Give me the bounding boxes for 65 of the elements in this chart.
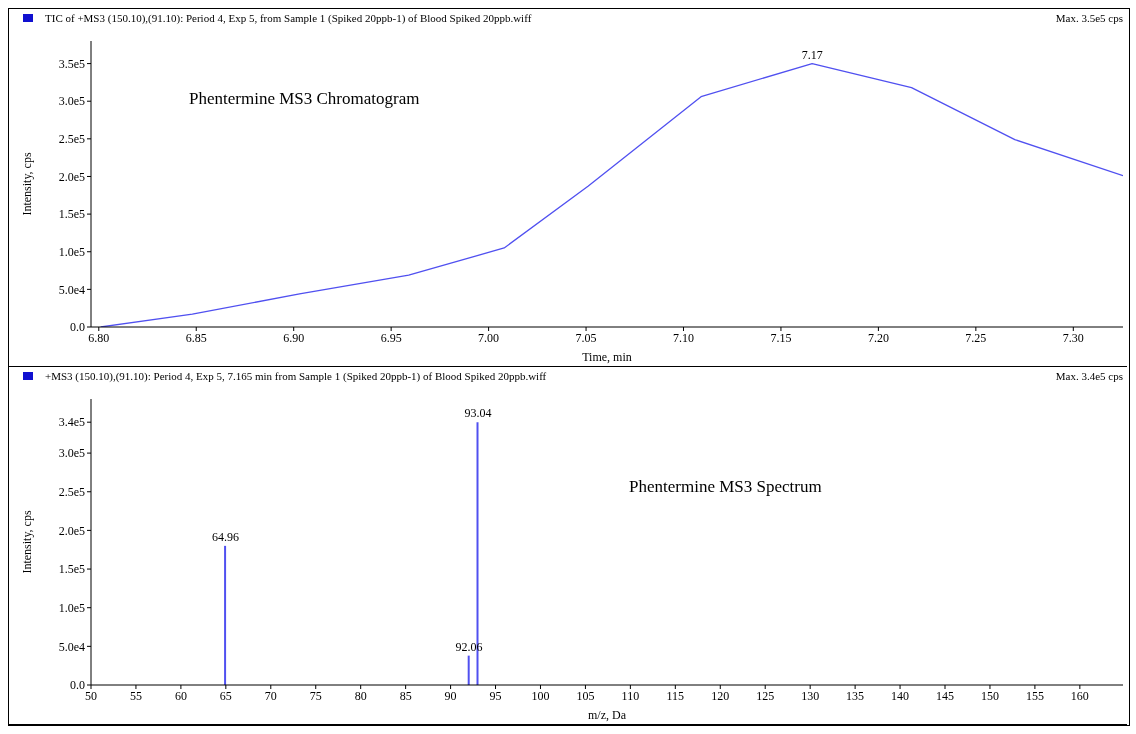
x-tick-label: 55: [129, 688, 142, 703]
x-tick-label: 125: [756, 688, 775, 703]
y-tick-label: 5.0e4: [58, 282, 85, 297]
x-tick-label: 6.95: [380, 330, 402, 345]
y-tick-label: 1.5e5: [58, 207, 85, 222]
x-tick-label: 160: [1070, 688, 1089, 703]
x-tick-label: 6.85: [185, 330, 207, 345]
y-tick-label: 2.0e5: [58, 523, 85, 538]
x-tick-label: 80: [354, 688, 367, 703]
bar: [224, 545, 227, 685]
x-tick-label: 6.90: [283, 330, 305, 345]
y-tick-label: 1.0e5: [58, 600, 85, 615]
x-axis-title: Time, min: [582, 350, 632, 364]
x-tick-label: 145: [936, 688, 955, 703]
x-tick-label: 110: [621, 688, 640, 703]
x-tick-label: 155: [1025, 688, 1044, 703]
x-tick-label: 7.15: [770, 330, 792, 345]
y-tick-label: 2.5e5: [58, 485, 85, 500]
x-tick-label: 7.05: [575, 330, 597, 345]
annotation: 7.17: [801, 47, 823, 62]
y-tick-label: 3.0e5: [58, 446, 85, 461]
x-tick-label: 100: [531, 688, 550, 703]
y-tick-label: 5.0e4: [58, 639, 85, 654]
y-tick-label: 0.0: [70, 678, 85, 693]
x-tick-label: 105: [576, 688, 595, 703]
x-tick-label: 95: [489, 688, 502, 703]
x-tick-label: 7.10: [673, 330, 694, 345]
chart-subtitle: Max. 3.4e5 cps: [1055, 370, 1124, 382]
x-tick-label: 90: [444, 688, 457, 703]
x-tick-label: 50: [85, 688, 97, 703]
annotation: 93.04: [464, 406, 492, 421]
x-tick-label: 135: [846, 688, 865, 703]
x-tick-label: 7.00: [478, 330, 500, 345]
x-tick-label: 140: [891, 688, 910, 703]
x-tick-label: 75: [309, 688, 322, 703]
y-tick-label: 3.5e5: [58, 56, 85, 71]
x-tick-label: 65: [219, 688, 232, 703]
annotation: Phentermine MS3 Chromatogram: [189, 89, 420, 109]
x-tick-label: 7.20: [867, 330, 889, 345]
annotation: Phentermine MS3 Spectrum: [629, 477, 822, 497]
chart-title: +MS3 (150.10),(91.10): Period 4, Exp 5, 7.165 min from Sample 1 (Spiked 20ppb-1) of Blood Spiked 20ppb.wiff: [45, 370, 548, 382]
x-tick-label: 7.25: [965, 330, 987, 345]
x-tick-label: 7.30: [1062, 330, 1084, 345]
y-tick-label: 0.0: [70, 320, 85, 335]
x-tick-label: 120: [711, 688, 730, 703]
y-tick-label: 2.5e5: [58, 132, 85, 147]
x-tick-label: 60: [174, 688, 187, 703]
x-tick-label: 6.80: [88, 330, 110, 345]
chart-title: TIC of +MS3 (150.10),(91.10): Period 4, Exp 5, from Sample 1 (Spiked 20ppb-1) of Blood Spiked 20ppb.wiff: [45, 12, 533, 24]
annotation: 64.96: [211, 529, 239, 544]
x-tick-label: 70: [264, 688, 277, 703]
y-tick-label: 2.0e5: [58, 169, 85, 184]
y-tick-label: 3.4e5: [58, 415, 85, 430]
x-tick-label: 130: [801, 688, 820, 703]
x-tick-label: 150: [980, 688, 999, 703]
y-tick-label: 1.5e5: [58, 562, 85, 577]
bar: [467, 655, 470, 685]
y-tick-label: 1.0e5: [58, 245, 85, 259]
chart-subtitle: Max. 3.5e5 cps: [1055, 12, 1124, 24]
x-tick-label: 115: [666, 688, 685, 703]
x-axis-title: m/z, Da: [588, 708, 627, 722]
y-axis-title: Intensity, cps: [20, 510, 35, 574]
y-tick-label: 3.0e5: [58, 94, 85, 109]
x-tick-label: 85: [399, 688, 412, 703]
y-axis-title: Intensity, cps: [20, 152, 35, 216]
